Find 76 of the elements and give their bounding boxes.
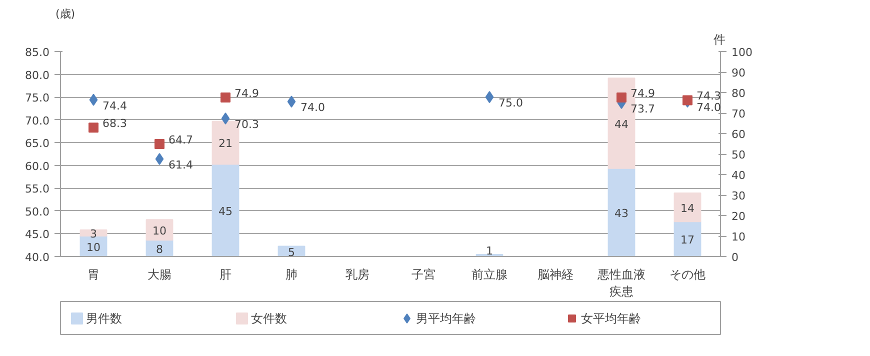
data-label: 75.0 [498, 96, 523, 110]
data-label: 74.9 [630, 87, 655, 100]
x-tick-label: その他 [670, 268, 706, 282]
data-label: 3 [90, 227, 97, 240]
point [155, 153, 164, 166]
data-label: 74.4 [102, 99, 127, 112]
y2-tick-label: 100 [732, 46, 752, 59]
data-label: 43 [614, 206, 628, 220]
data-label: 74.3 [696, 90, 721, 103]
bar [146, 219, 174, 241]
y-tick-label: 85.0 [25, 46, 50, 59]
y2-tick-label: 90 [732, 66, 746, 80]
y-tick-label: 50.0 [25, 205, 50, 218]
y2-axis-title: 件 [714, 32, 726, 46]
data-label: 74.0 [300, 101, 325, 114]
data-label: 74.9 [234, 87, 259, 100]
legend-label: 女件数 [251, 312, 287, 326]
x-tick-label: 脳神経 [538, 268, 574, 282]
data-label: 73.7 [630, 102, 655, 116]
y2-tick-label: 60 [732, 128, 746, 141]
y-tick-label: 70.0 [25, 114, 50, 128]
y2-tick-label: 80 [732, 87, 746, 100]
data-label: 68.3 [102, 117, 127, 130]
bar [608, 168, 636, 256]
data-label: 1 [486, 244, 493, 258]
y2-tick-label: 0 [732, 251, 738, 264]
data-label: 10 [86, 240, 100, 254]
x-tick-label: 肺 [286, 268, 298, 282]
x-tick-label: 胃 [88, 268, 100, 282]
point [88, 122, 98, 133]
y-axis-title: (歳) [56, 8, 76, 20]
data-label: 21 [218, 137, 232, 150]
data-label: 14 [680, 202, 694, 215]
y2-tick-label: 40 [732, 169, 746, 182]
point [485, 91, 494, 104]
point [287, 96, 296, 108]
y-tick-label: 65.0 [25, 137, 50, 150]
y-tick-label: 55.0 [25, 182, 50, 196]
x-tick-label: 乳房 [346, 268, 370, 282]
y2-tick-label: 70 [732, 108, 746, 120]
y2-tick-label: 30 [732, 190, 746, 202]
data-label: 5 [288, 246, 295, 259]
data-label: 74.0 [696, 101, 721, 114]
y2-tick-label: 50 [732, 148, 746, 162]
x-tick-label: 肝 [220, 268, 232, 282]
x-tick-label: 大腸 [148, 268, 172, 282]
bar [212, 164, 240, 256]
y-tick-label: 40.0 [25, 251, 50, 264]
data-label: 64.7 [168, 133, 193, 146]
legend-label: 女平均年齢 [581, 312, 641, 326]
y-tick-label: 60.0 [25, 160, 50, 173]
data-label: 44 [614, 118, 628, 131]
point [616, 92, 626, 103]
point [682, 95, 692, 106]
y-tick-label: 45.0 [25, 228, 50, 242]
point [221, 112, 230, 124]
data-label: 10 [152, 224, 166, 238]
legend-label: 男件数 [86, 312, 122, 326]
data-label: 8 [156, 242, 163, 256]
bar [674, 192, 702, 222]
point [89, 94, 98, 106]
point [154, 138, 164, 149]
data-label: 17 [680, 234, 694, 247]
data-label: 45 [218, 204, 232, 218]
data-label: 70.3 [234, 118, 259, 131]
y-tick-label: 80.0 [25, 68, 50, 82]
y2-tick-label: 20 [732, 210, 746, 223]
y2-tick-label: 10 [732, 230, 746, 244]
y-tick-label: 75.0 [25, 92, 50, 105]
bar [674, 221, 702, 256]
point [220, 92, 230, 103]
legend-label: 男平均年齢 [416, 312, 476, 326]
data-label: 61.4 [168, 158, 193, 172]
x-tick-label: 前立腺 [472, 268, 508, 282]
x-tick-label: 子宮 [412, 268, 436, 282]
x-tick-label: 悪性血液疾患 [596, 268, 646, 298]
